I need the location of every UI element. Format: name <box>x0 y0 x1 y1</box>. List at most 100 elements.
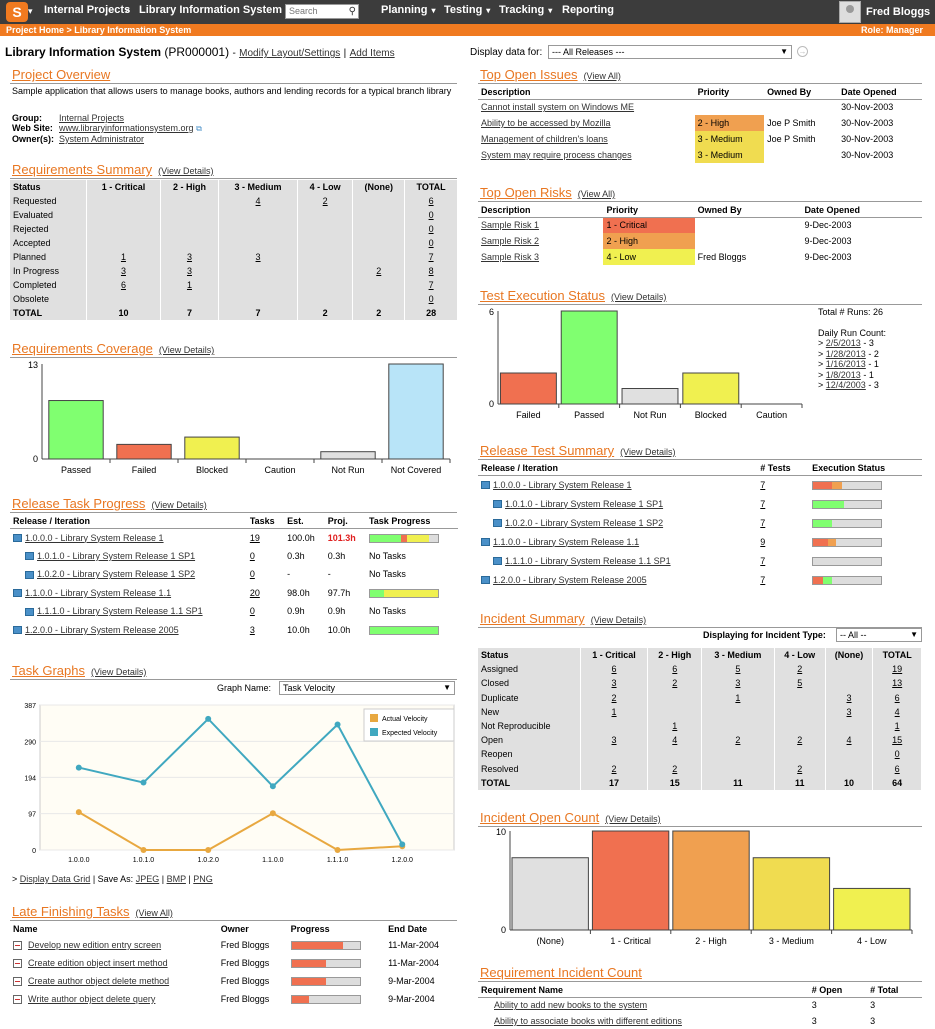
table-cell[interactable]: 4 <box>218 194 298 208</box>
release-link[interactable]: 1.1.0.0 - Library System Release 1.1 <box>25 587 172 598</box>
view-details-link[interactable]: (View Details) <box>605 814 661 824</box>
view-all-link[interactable]: (View All) <box>583 71 621 81</box>
nav-menu-testing[interactable]: Testing ▾ <box>444 4 491 16</box>
tests-count[interactable]: 9 <box>760 536 766 547</box>
release-link[interactable]: 1.0.0.0 - Library System Release 1 <box>25 532 164 543</box>
view-details-link[interactable]: (View Details) <box>590 615 647 625</box>
project-overview-title[interactable]: Project Overview <box>12 67 111 82</box>
graph-name-select[interactable]: Task Velocity ▼ <box>279 681 455 695</box>
table-cell[interactable]: 6 <box>86 278 161 292</box>
release-link[interactable]: 1.0.1.0 - Library System Release 1 SP1 <box>37 550 196 561</box>
table-cell[interactable]: 3 <box>580 733 649 748</box>
data-point[interactable] <box>399 841 406 848</box>
task-link[interactable]: Develop new edition entry screen <box>28 939 162 950</box>
task-link[interactable]: Write author object delete query <box>28 993 156 1004</box>
nav-project-link[interactable]: Internal Projects <box>44 4 131 16</box>
task-graphs-title[interactable]: Task Graphs (View Details) <box>12 663 147 678</box>
view-details-link[interactable]: (View Details) <box>158 166 214 176</box>
item-link[interactable]: Management of children's loans <box>481 134 608 144</box>
requirements-coverage-title[interactable]: Requirements Coverage (View Details) <box>12 341 215 356</box>
table-cell[interactable]: 2 <box>774 733 826 748</box>
table-cell[interactable]: 8 <box>404 264 458 278</box>
release-link[interactable]: 1.0.1.0 - Library System Release 1 SP1 <box>505 498 664 509</box>
save-jpeg-link[interactable]: JPEG <box>135 874 160 884</box>
add-items-link[interactable]: Add Items <box>349 48 395 59</box>
display-data-grid-link[interactable]: Display Data Grid <box>19 874 91 884</box>
bar-blocked[interactable] <box>682 372 740 405</box>
requirement-incident-count-title[interactable]: Requirement Incident Count <box>480 965 642 980</box>
bar-not-run[interactable] <box>320 451 376 460</box>
table-cell[interactable]: 1 <box>872 718 922 734</box>
release-link[interactable]: 1.0.2.0 - Library System Release 1 SP2 <box>505 517 664 528</box>
data-point[interactable] <box>75 809 82 816</box>
data-point[interactable] <box>140 847 147 853</box>
bar-passed[interactable] <box>560 310 618 405</box>
release-link[interactable]: 1.0.2.0 - Library System Release 1 SP2 <box>37 569 196 580</box>
bar-not-run[interactable] <box>621 388 679 405</box>
breadcrumb[interactable]: Project Home > Library Information Syste… <box>6 25 192 35</box>
app-logo-icon[interactable]: S <box>6 2 28 22</box>
release-task-progress-title[interactable]: Release Task Progress (View Details) <box>12 496 207 511</box>
view-all-link[interactable]: (View All) <box>577 189 616 199</box>
bar-1-critical[interactable] <box>591 830 670 931</box>
table-cell[interactable]: 2 <box>647 676 703 691</box>
bar-failed[interactable] <box>499 372 557 405</box>
data-point[interactable] <box>269 783 276 790</box>
data-point[interactable] <box>75 764 82 771</box>
table-cell[interactable]: 1 <box>86 250 161 264</box>
owner-link[interactable]: System Administrator <box>59 134 145 144</box>
bar-3-medium[interactable] <box>752 857 831 931</box>
data-point[interactable] <box>205 847 212 853</box>
table-cell[interactable]: 6 <box>872 761 922 776</box>
view-details-link[interactable]: (View Details) <box>151 500 207 510</box>
tests-count[interactable]: 7 <box>760 555 766 566</box>
table-cell[interactable]: 4 <box>872 704 922 719</box>
table-cell[interactable]: 13 <box>872 676 922 691</box>
table-cell[interactable]: 1 <box>160 278 220 292</box>
view-details-link[interactable]: (View Details) <box>620 447 676 457</box>
incident-type-select[interactable]: -- All -- ▼ <box>836 628 922 642</box>
table-cell[interactable]: 19 <box>872 662 922 677</box>
release-link[interactable]: 1.2.0.0 - Library System Release 2005 <box>493 574 647 585</box>
release-link[interactable]: 1.0.0.0 - Library System Release 1 <box>493 479 632 490</box>
test-execution-title[interactable]: Test Execution Status (View Details) <box>480 288 667 303</box>
table-cell[interactable]: 5 <box>701 662 775 677</box>
table-cell[interactable]: 4 <box>825 733 874 748</box>
top-open-risks-title[interactable]: Top Open Risks (View All) <box>480 185 616 200</box>
nav-menu-reporting[interactable]: Reporting <box>562 4 614 16</box>
task-link[interactable]: Create author object delete method <box>28 975 170 986</box>
table-cell[interactable]: 2 <box>647 761 703 776</box>
bar-not-covered[interactable] <box>388 363 444 460</box>
table-cell[interactable]: 6 <box>580 662 649 677</box>
table-cell[interactable]: 1 <box>580 704 649 719</box>
logo-dropdown-icon[interactable]: ▾ <box>28 6 33 16</box>
release-test-summary-title[interactable]: Release Test Summary (View Details) <box>480 443 676 458</box>
task-link[interactable]: Create edition object insert method <box>28 957 168 968</box>
item-link[interactable]: Ability to be accessed by Mozilla <box>481 118 611 128</box>
run-date-link[interactable]: 2/5/2013 <box>825 338 861 348</box>
table-cell[interactable]: 3 <box>160 264 220 278</box>
user-name[interactable]: Fred Bloggs <box>866 6 931 18</box>
table-cell[interactable]: 2 <box>580 690 649 705</box>
view-details-link[interactable]: (View Details) <box>158 345 215 355</box>
save-bmp-link[interactable]: BMP <box>166 874 186 884</box>
table-cell[interactable]: 3 <box>825 704 874 719</box>
table-cell[interactable]: 7 <box>404 250 458 264</box>
table-cell[interactable]: 0 <box>404 222 458 236</box>
table-cell[interactable]: 15 <box>872 733 922 748</box>
item-link[interactable]: Sample Risk 2 <box>481 236 540 246</box>
bar-2-high[interactable] <box>672 830 750 931</box>
table-cell[interactable]: 0 <box>404 292 458 306</box>
view-details-link[interactable]: (View Details) <box>90 667 147 677</box>
item-link[interactable]: Sample Risk 3 <box>481 252 540 262</box>
go-arrow-icon[interactable]: → <box>797 46 808 57</box>
bar-4-low[interactable] <box>833 887 911 931</box>
nav-subproject-link[interactable]: Library Information System▾ <box>139 4 290 16</box>
item-link[interactable]: Sample Risk 1 <box>481 220 540 231</box>
incident-summary-title[interactable]: Incident Summary (View Details) <box>480 611 647 626</box>
user-avatar[interactable] <box>839 1 861 23</box>
tasks-count[interactable]: 20 <box>249 587 260 598</box>
table-cell[interactable]: 2 <box>580 761 649 776</box>
tasks-count[interactable]: 19 <box>249 532 260 543</box>
table-cell[interactable]: 0 <box>404 236 458 250</box>
